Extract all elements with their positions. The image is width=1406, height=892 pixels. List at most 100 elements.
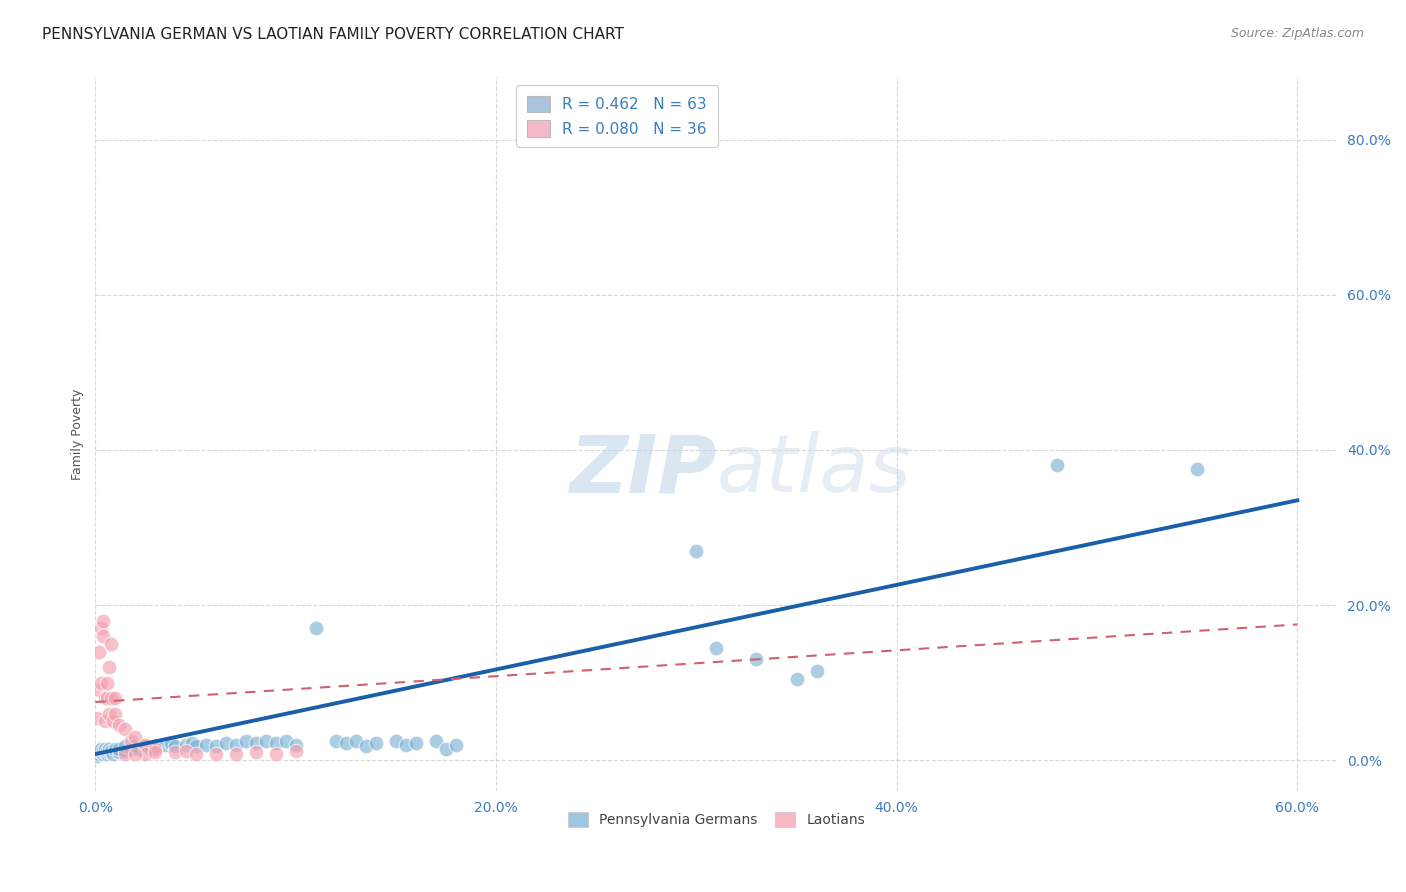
- Point: [160, 736, 183, 750]
- Point: [128, 741, 150, 756]
- Point: [94, 691, 117, 706]
- Point: [141, 741, 163, 756]
- Point: [745, 652, 768, 666]
- Point: [96, 691, 118, 706]
- Point: [235, 734, 257, 748]
- Point: [344, 734, 367, 748]
- Text: Source: ZipAtlas.com: Source: ZipAtlas.com: [1230, 27, 1364, 40]
- Point: [145, 746, 167, 760]
- Point: [96, 747, 118, 761]
- Point: [425, 734, 447, 748]
- Y-axis label: Family Poverty: Family Poverty: [72, 389, 84, 480]
- Point: [124, 730, 146, 744]
- Point: [274, 734, 297, 748]
- Point: [444, 738, 467, 752]
- Point: [98, 746, 121, 760]
- Point: [114, 744, 136, 758]
- Point: [90, 675, 112, 690]
- Point: [284, 738, 307, 752]
- Point: [254, 734, 277, 748]
- Point: [194, 738, 217, 752]
- Point: [806, 664, 828, 678]
- Point: [86, 749, 108, 764]
- Point: [325, 734, 347, 748]
- Point: [180, 736, 202, 750]
- Point: [395, 738, 418, 752]
- Point: [335, 736, 357, 750]
- Point: [120, 741, 142, 756]
- Point: [786, 672, 808, 686]
- Point: [90, 621, 112, 635]
- Point: [90, 741, 112, 756]
- Point: [264, 747, 287, 761]
- Point: [165, 746, 187, 760]
- Point: [93, 614, 115, 628]
- Point: [134, 739, 156, 754]
- Point: [204, 739, 226, 754]
- Point: [385, 734, 408, 748]
- Point: [405, 736, 427, 750]
- Point: [100, 744, 122, 758]
- Point: [124, 739, 146, 754]
- Point: [89, 747, 111, 761]
- Point: [93, 747, 115, 761]
- Point: [98, 741, 121, 756]
- Point: [706, 640, 728, 655]
- Point: [100, 691, 122, 706]
- Point: [94, 741, 117, 756]
- Point: [96, 744, 118, 758]
- Point: [354, 739, 377, 754]
- Point: [94, 714, 117, 729]
- Point: [685, 543, 707, 558]
- Point: [103, 714, 125, 729]
- Point: [305, 621, 328, 635]
- Point: [225, 738, 247, 752]
- Point: [174, 744, 197, 758]
- Point: [104, 741, 127, 756]
- Point: [108, 718, 131, 732]
- Point: [165, 739, 187, 754]
- Point: [104, 706, 127, 721]
- Point: [204, 747, 226, 761]
- Point: [114, 747, 136, 761]
- Point: [1046, 458, 1069, 473]
- Point: [114, 722, 136, 736]
- Point: [98, 706, 121, 721]
- Point: [90, 746, 112, 760]
- Point: [284, 744, 307, 758]
- Point: [93, 744, 115, 758]
- Point: [145, 741, 167, 756]
- Point: [89, 644, 111, 658]
- Point: [225, 747, 247, 761]
- Text: atlas: atlas: [717, 431, 911, 509]
- Point: [155, 738, 177, 752]
- Point: [100, 637, 122, 651]
- Point: [120, 734, 142, 748]
- Point: [434, 741, 457, 756]
- Point: [89, 744, 111, 758]
- Point: [184, 739, 207, 754]
- Point: [104, 691, 127, 706]
- Point: [96, 675, 118, 690]
- Point: [86, 710, 108, 724]
- Point: [93, 629, 115, 643]
- Text: ZIP: ZIP: [569, 431, 717, 509]
- Point: [100, 746, 122, 760]
- Point: [214, 736, 236, 750]
- Point: [104, 744, 127, 758]
- Point: [103, 747, 125, 761]
- Point: [245, 736, 267, 750]
- Point: [94, 746, 117, 760]
- Point: [1185, 462, 1208, 476]
- Point: [184, 747, 207, 761]
- Point: [114, 739, 136, 754]
- Point: [89, 683, 111, 698]
- Point: [245, 746, 267, 760]
- Point: [108, 741, 131, 756]
- Point: [174, 738, 197, 752]
- Legend: Pennsylvania Germans, Laotians: Pennsylvania Germans, Laotians: [561, 805, 872, 834]
- Point: [98, 660, 121, 674]
- Point: [124, 747, 146, 761]
- Point: [134, 747, 156, 761]
- Point: [264, 736, 287, 750]
